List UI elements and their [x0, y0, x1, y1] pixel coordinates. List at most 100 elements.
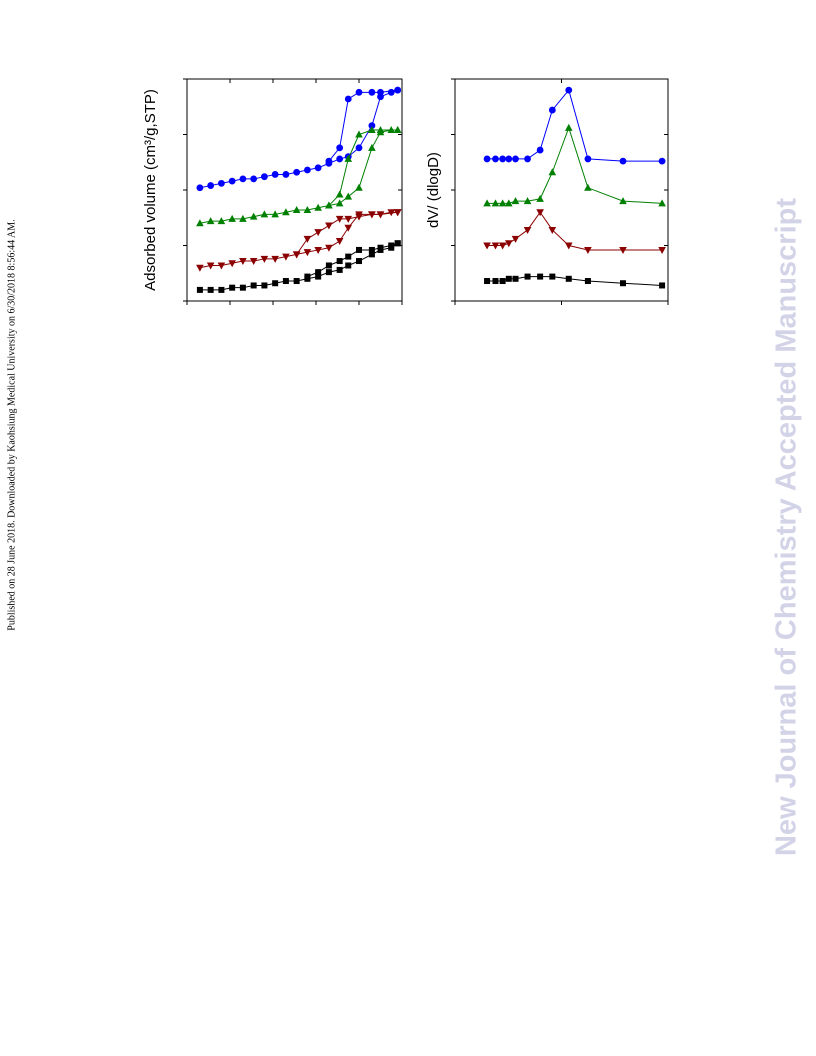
marker: [344, 192, 353, 200]
marker: [272, 280, 279, 287]
marker: [619, 246, 627, 254]
marker: [207, 286, 214, 293]
marker: [492, 278, 499, 285]
marker: [206, 217, 215, 225]
y-axis-label: dV/ (dlogD): [425, 152, 442, 228]
marker: [548, 106, 556, 114]
marker: [344, 224, 353, 232]
marker: [207, 182, 215, 189]
marker: [344, 95, 352, 103]
marker: [491, 242, 500, 250]
marker: [377, 88, 384, 96]
marker: [196, 286, 203, 293]
marker: [368, 126, 376, 134]
marker: [377, 244, 384, 251]
marker: [504, 199, 513, 207]
marker: [249, 258, 258, 266]
marker: [260, 255, 269, 263]
marker: [505, 155, 513, 163]
marker: [336, 144, 344, 152]
marker: [344, 154, 353, 162]
marker: [303, 205, 312, 213]
marker: [511, 235, 520, 243]
marker: [393, 126, 402, 134]
marker: [344, 215, 353, 223]
marker: [387, 88, 395, 96]
marker: [239, 284, 246, 291]
marker: [314, 164, 322, 172]
marker: [393, 209, 402, 217]
marker: [292, 251, 301, 259]
marker: [228, 214, 236, 222]
marker: [491, 199, 500, 207]
marker: [325, 222, 333, 230]
plot-frame: [454, 78, 669, 302]
marker: [549, 273, 556, 280]
marker: [523, 197, 532, 205]
marker: [524, 273, 531, 280]
marker: [483, 199, 491, 207]
marker: [336, 266, 343, 273]
marker: [271, 255, 279, 263]
marker: [564, 242, 573, 250]
marker: [565, 86, 573, 94]
marker: [658, 199, 666, 207]
marker: [325, 244, 333, 252]
y-axis-label: Adsorbed volume (cm³/g,STP): [142, 89, 159, 291]
marker: [524, 155, 531, 163]
marker: [499, 155, 507, 163]
marker: [584, 278, 591, 285]
marker: [293, 168, 301, 176]
marker: [355, 213, 363, 221]
marker: [504, 240, 513, 248]
marker: [336, 155, 344, 163]
marker: [537, 273, 544, 280]
marker: [619, 157, 627, 165]
marker: [250, 282, 257, 289]
marker: [206, 262, 215, 270]
marker: [261, 173, 268, 181]
marker: [303, 235, 312, 243]
series-line: [296, 211, 398, 255]
marker: [368, 251, 375, 258]
marker: [218, 179, 225, 187]
marker: [376, 126, 385, 134]
marker: [345, 262, 352, 269]
marker: [368, 246, 375, 253]
marker: [229, 284, 236, 291]
marker: [658, 157, 666, 165]
marker: [376, 211, 385, 219]
marker: [355, 88, 363, 96]
marker: [325, 262, 332, 269]
marker: [548, 226, 557, 234]
marker: [271, 171, 279, 178]
series-line: [487, 89, 663, 162]
marker: [368, 88, 376, 96]
marker: [335, 238, 344, 246]
series-line: [487, 211, 663, 251]
marker: [498, 242, 507, 250]
marker: [619, 197, 627, 205]
marker: [260, 210, 269, 218]
marker: [315, 273, 322, 280]
marker: [345, 253, 352, 260]
marker: [355, 144, 363, 152]
marker: [239, 175, 247, 183]
marker: [335, 199, 344, 207]
marker: [658, 246, 666, 254]
marker: [536, 146, 544, 154]
marker: [303, 249, 312, 257]
marker: [356, 258, 362, 265]
marker: [368, 122, 376, 130]
marker: [304, 166, 311, 174]
marker: [325, 269, 332, 276]
marker: [228, 177, 236, 185]
series-line: [307, 242, 398, 278]
marker: [368, 211, 376, 219]
marker: [335, 190, 344, 198]
marker: [336, 258, 343, 265]
marker: [368, 143, 376, 151]
marker: [314, 229, 322, 237]
marker: [315, 269, 322, 276]
